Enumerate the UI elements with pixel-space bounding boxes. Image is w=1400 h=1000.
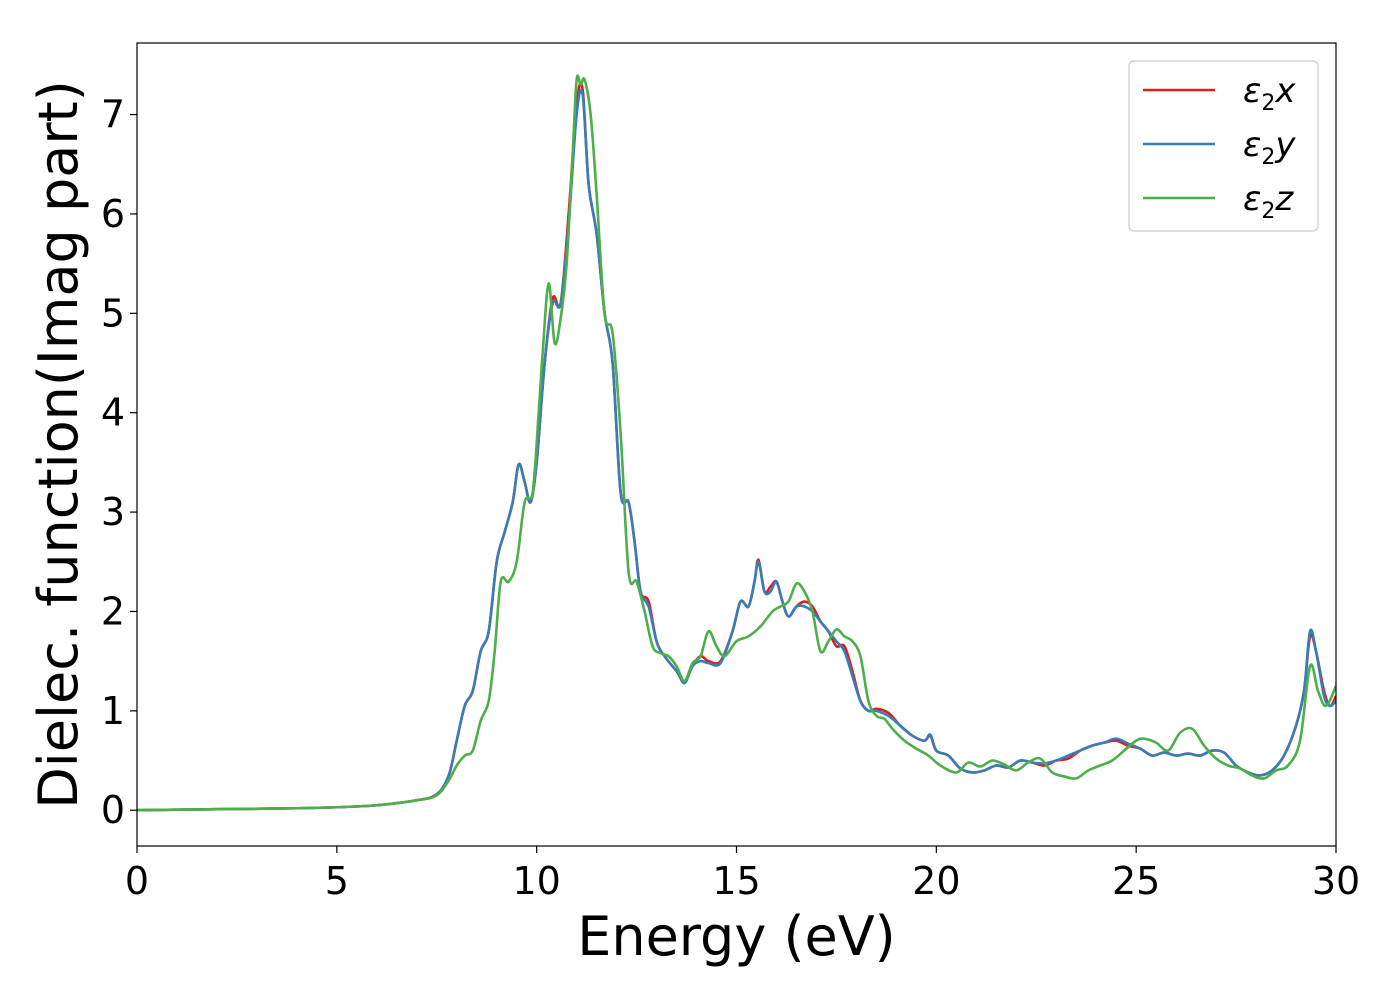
y-tick-label: 4 <box>101 391 125 435</box>
x-axis-title: Energy (eV) <box>577 905 896 968</box>
y-axis: 0 1 2 3 4 5 6 7 <box>101 93 137 832</box>
legend-label-base: ε <box>1243 179 1261 219</box>
series-line-z <box>137 74 1336 812</box>
y-tick-label: 0 <box>101 788 125 832</box>
y-axis-title: Dielec. function(Imag part) <box>27 80 90 809</box>
legend-label-z: ε2z <box>1243 179 1294 224</box>
legend-label-x: ε2x <box>1243 71 1296 116</box>
y-tick-label: 5 <box>101 291 125 335</box>
x-tick-label: 20 <box>912 859 960 903</box>
legend-label-y: ε2y <box>1243 125 1296 170</box>
series-line-y <box>137 88 1336 812</box>
y-tick-label: 2 <box>101 589 125 633</box>
x-tick-label: 10 <box>512 859 560 903</box>
legend-label-suffix: x <box>1274 71 1296 111</box>
y-tick-label: 6 <box>101 192 125 236</box>
legend-label-base: ε <box>1243 71 1261 111</box>
legend-label-base: ε <box>1243 125 1261 165</box>
y-tick-label: 7 <box>101 93 125 137</box>
x-tick-label: 30 <box>1312 859 1360 903</box>
legend-label-suffix: y <box>1274 125 1296 165</box>
x-axis: 0 5 10 15 20 25 30 <box>125 846 1360 903</box>
series-layer <box>137 74 1336 812</box>
y-tick-label: 3 <box>101 490 125 534</box>
x-tick-label: 25 <box>1112 859 1160 903</box>
x-tick-label: 15 <box>712 859 760 903</box>
legend-label-suffix: z <box>1274 179 1294 219</box>
legend-label-subscript: 2 <box>1261 199 1275 224</box>
x-tick-label: 0 <box>125 859 149 903</box>
legend-box <box>1128 60 1319 232</box>
y-tick-label: 1 <box>101 689 125 733</box>
x-tick-label: 5 <box>325 859 349 903</box>
legend-label-subscript: 2 <box>1261 145 1275 170</box>
legend-label-subscript: 2 <box>1261 91 1275 116</box>
